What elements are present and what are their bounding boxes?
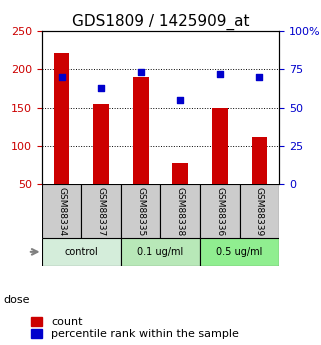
Text: GSM88335: GSM88335 xyxy=(136,187,145,236)
FancyBboxPatch shape xyxy=(200,238,279,266)
Point xyxy=(99,85,104,90)
Bar xyxy=(212,108,228,184)
FancyBboxPatch shape xyxy=(121,238,200,266)
FancyBboxPatch shape xyxy=(121,184,160,238)
Bar xyxy=(133,77,149,184)
Text: GSM88334: GSM88334 xyxy=(57,187,66,236)
Bar xyxy=(252,137,267,184)
FancyBboxPatch shape xyxy=(240,184,279,238)
Text: dose: dose xyxy=(3,295,30,305)
Text: control: control xyxy=(65,247,98,257)
Bar xyxy=(172,163,188,184)
Text: 0.1 ug/ml: 0.1 ug/ml xyxy=(137,247,184,257)
Title: GDS1809 / 1425909_at: GDS1809 / 1425909_at xyxy=(72,13,249,30)
Point xyxy=(138,70,143,75)
FancyBboxPatch shape xyxy=(42,238,121,266)
FancyBboxPatch shape xyxy=(81,184,121,238)
Point xyxy=(217,71,222,77)
Point xyxy=(59,74,64,80)
Text: GSM88336: GSM88336 xyxy=(215,187,224,236)
Text: GSM88337: GSM88337 xyxy=(97,187,106,236)
FancyBboxPatch shape xyxy=(42,184,81,238)
Bar xyxy=(54,52,69,184)
Point xyxy=(178,97,183,103)
Legend: count, percentile rank within the sample: count, percentile rank within the sample xyxy=(31,317,239,339)
Bar xyxy=(93,104,109,184)
Point xyxy=(257,74,262,80)
FancyBboxPatch shape xyxy=(200,184,240,238)
Text: GSM88338: GSM88338 xyxy=(176,187,185,236)
Text: 0.5 ug/ml: 0.5 ug/ml xyxy=(216,247,263,257)
FancyBboxPatch shape xyxy=(160,184,200,238)
Text: GSM88339: GSM88339 xyxy=(255,187,264,236)
